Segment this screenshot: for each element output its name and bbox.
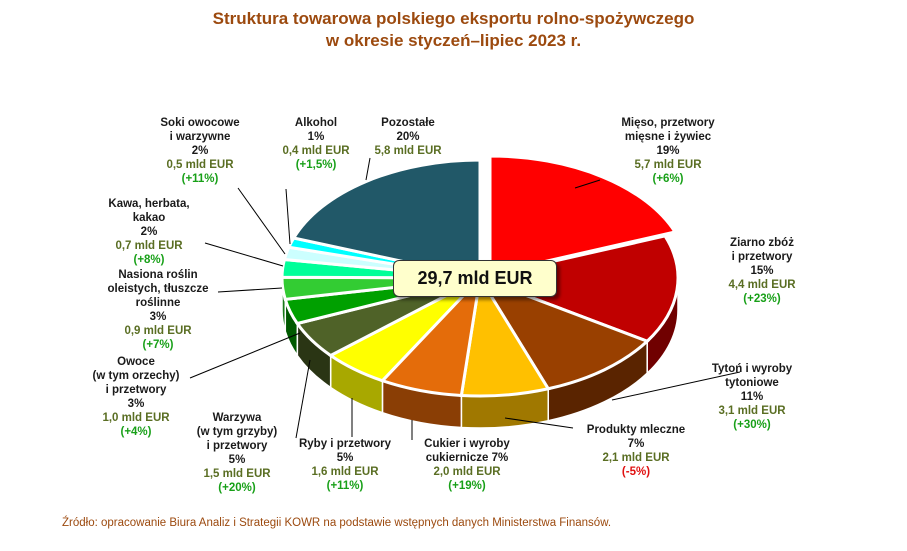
slice-percent: 15% [750,265,774,277]
chart-title: Struktura towarowa polskiego eksportu ro… [0,8,907,52]
slice-value: 0,9 mld EUR [124,325,192,337]
slice-name-line: Pozostałe [381,117,435,129]
slice-name-line: i przetwory [731,251,793,263]
leader-line-8 [217,287,283,293]
slice-percent: 7% [627,438,645,450]
slice-change: (+19%) [448,480,486,492]
pie-slice-2 [476,275,650,391]
slice-value: 4,4 mld EUR [728,279,796,291]
slice-change: (+1,5%) [295,159,337,171]
slice-label-5: Ryby i przetwory 5% 1,6 mld EUR (+11%) [299,437,391,493]
slice-name-line: Soki owocowe [160,117,240,129]
chart-title-line-2: w okresie styczeń–lipiec 2023 r. [325,31,582,50]
leader-line-11 [285,188,291,245]
slice-name-line: Produkty mleczne [586,424,686,436]
slice-name-line: oleistych, tłuszcze [107,283,209,295]
slice-value: 0,5 mld EUR [166,159,234,171]
slice-name-line: Alkohol [294,117,338,129]
slice-percent: 3% [149,311,167,323]
slice-name-line: cukiernicze 7% [425,452,509,464]
slice-name-line: mięsne i żywiec [624,131,712,143]
chart-title-line-1: Struktura towarowa polskiego eksportu ro… [212,9,695,28]
slice-percent: 20% [396,131,420,143]
slice-change: (+8%) [133,254,165,266]
slice-value: 1,0 mld EUR [102,412,170,424]
slice-percent: 5% [228,454,246,466]
slice-value: 2,1 mld EUR [602,452,670,464]
slice-percent: 2% [191,145,209,157]
slice-label-8: Nasiona roślin oleistych, tłuszcze roślinn… [108,268,209,352]
slice-value: 2,0 mld EUR [433,466,501,478]
slice-change: (+30%) [733,419,771,431]
leader-line-10 [237,187,286,255]
slice-name-line: (w tym grzyby) [196,426,278,438]
slice-label-3: Produkty mleczne 7% 2,1 mld EUR (-5%) [587,423,685,479]
slice-change: (+23%) [743,293,781,305]
slice-name-line: Mięso, przetwory [621,117,715,129]
total-value-box: 29,7 mld EUR [393,260,557,297]
slice-name-line: roślinne [135,297,181,309]
slice-label-10: Soki owocowe i warzywne 2% 0,5 mld EUR (+11%… [160,116,239,186]
slice-percent: 11% [740,391,764,403]
slice-value: 3,1 mld EUR [718,405,786,417]
pie-slice-1 [474,234,680,343]
slice-name-line: Cukier i wyroby [424,438,510,450]
slice-name-line: kakao [132,212,166,224]
leader-line-0 [574,179,601,189]
pie-slice-0 [488,154,678,276]
slice-change: (+11%) [181,173,219,185]
slice-name-line: tytoniowe [725,377,779,389]
slice-value: 0,4 mld EUR [282,145,350,157]
slice-percent: 5% [336,452,354,464]
slice-name-line: Kawa, herbata, [108,198,190,210]
slice-change: (+7%) [142,339,174,351]
slice-value: 1,6 mld EUR [311,466,379,478]
slice-change: (+20%) [218,482,256,494]
slice-change: (+6%) [652,173,684,185]
slice-change: (+4%) [120,426,152,438]
slice-label-4: Cukier i wyroby cukiernicze 7% 2,0 mld EUR… [424,437,510,493]
slice-label-2: Tytoń i wyroby tytoniowe 11% 3,1 mld EUR (+3… [712,362,792,432]
slice-label-12: Pozostałe 20% 5,8 mld EUR [374,116,441,158]
slice-percent: 3% [127,398,145,410]
slice-change: (+11%) [326,480,364,492]
slice-name-line: Ziarno zbóż [730,237,794,249]
slice-label-7: Owoce (w tym orzechy) i przetwory 3% 1,0 mld… [93,355,180,439]
slice-value: 5,8 mld EUR [374,145,442,157]
slice-value: 5,7 mld EUR [634,159,702,171]
slice-name-line: Warzywa [212,412,262,424]
leader-line-9 [204,242,284,267]
slice-name-line: (w tym orzechy) [92,370,180,382]
slice-percent: 2% [140,226,158,238]
slice-label-6: Warzywa (w tym grzyby) i przetwory 5% 1,5 ml… [197,411,278,495]
leader-line-7 [189,332,301,379]
slice-value: 0,7 mld EUR [115,240,183,252]
slice-change: (-5%) [621,466,651,478]
slice-name-line: Owoce [117,356,155,368]
slice-name-line: Ryby i przetwory [298,438,392,450]
slice-name-line: i przetwory [105,384,167,396]
pie-slice-12 [291,158,482,280]
slice-percent: 19% [656,145,680,157]
slice-name-line: i przetwory [206,440,268,452]
slice-label-0: Mięso, przetwory mięsne i żywiec 19% 5,7 ml… [621,116,714,186]
slice-label-9: Kawa, herbata, kakao 2% 0,7 mld EUR (+8%) [108,197,189,267]
leader-line-6 [295,359,311,439]
slice-value: 1,5 mld EUR [203,468,271,480]
leader-lines [189,157,741,440]
slice-percent: 1% [307,131,325,143]
leader-line-2 [611,371,741,401]
leader-line-3 [504,417,574,429]
slice-name-line: i warzywne [169,131,231,143]
source-note: Źródło: opracowanie Biura Analiz i Strat… [62,517,612,529]
slice-name-line: Nasiona roślin [118,269,198,281]
slice-label-11: Alkohol 1% 0,4 mld EUR (+1,5%) [282,116,349,172]
slice-label-1: Ziarno zbóż i przetwory 15% 4,4 mld EUR (+23… [728,236,795,306]
slice-name-line: Tytoń i wyroby [711,363,793,375]
leader-line-12 [365,157,371,181]
